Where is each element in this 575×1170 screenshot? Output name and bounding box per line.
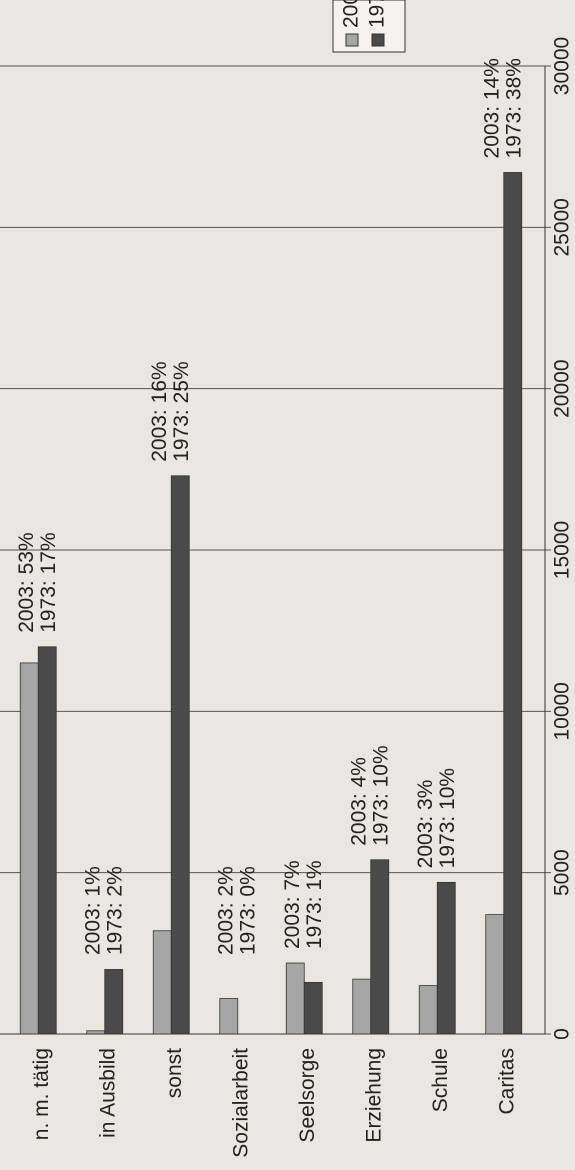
annotation: 1973: 1% [303, 860, 326, 949]
legend-label: 1973 [366, 0, 389, 28]
legend-swatch [371, 33, 385, 47]
y-tick-label: 15000 [551, 521, 574, 579]
bar [152, 930, 172, 1035]
bar [37, 646, 57, 1035]
legend-swatch [345, 33, 359, 47]
bar [436, 881, 456, 1035]
bar [285, 962, 305, 1035]
x-tick-label: Seelsorge [296, 1048, 319, 1143]
y-tick-label: 25000 [551, 198, 574, 256]
bar [485, 914, 505, 1035]
x-tick-label: Sozialarbeit [229, 1048, 252, 1158]
annotation: 1973: 25% [170, 361, 193, 461]
annotation: 2003: 7% [281, 860, 304, 949]
annotation: 1973: 38% [502, 58, 525, 158]
bar [219, 998, 239, 1035]
x-tick-label: Schule [429, 1048, 452, 1112]
bar [303, 981, 323, 1035]
bar [370, 859, 390, 1035]
y-tick-label: 20000 [551, 359, 574, 417]
x-tick-label: n. m. tätig [30, 1048, 53, 1140]
legend-label: 2003 [340, 0, 363, 28]
annotation: 2003: 16% [148, 361, 171, 461]
bar [104, 969, 124, 1035]
annotation: 2003: 4% [347, 757, 370, 846]
y-tick-label: 10000 [551, 682, 574, 740]
x-tick-label: Caritas [495, 1048, 518, 1115]
x-tick-label: Erziehung [362, 1048, 385, 1143]
bar [418, 985, 438, 1035]
bar [170, 475, 190, 1035]
y-tick-label: 30000 [551, 37, 574, 95]
y-tick-label: 5000 [551, 849, 574, 896]
annotation: 2003: 1% [81, 866, 104, 955]
annotation: 1973: 10% [436, 768, 459, 868]
legend-box [332, 0, 406, 53]
annotation: 1973: 17% [37, 532, 60, 632]
bar [86, 1030, 106, 1035]
x-tick-label: sonst [163, 1048, 186, 1098]
bar [503, 172, 523, 1035]
y-tick-label: 0 [551, 1028, 574, 1040]
bar [19, 662, 39, 1035]
annotation: 2003: 53% [15, 532, 38, 632]
annotation: 2003: 14% [480, 58, 503, 158]
x-tick-label: in Ausbild [96, 1048, 119, 1138]
annotation: 1973: 2% [103, 866, 126, 955]
annotation: 2003: 2% [214, 866, 237, 955]
annotation: 1973: 0% [236, 866, 259, 955]
annotation: 1973: 10% [369, 745, 392, 845]
annotation: 2003: 3% [414, 780, 437, 869]
bar [352, 978, 372, 1035]
